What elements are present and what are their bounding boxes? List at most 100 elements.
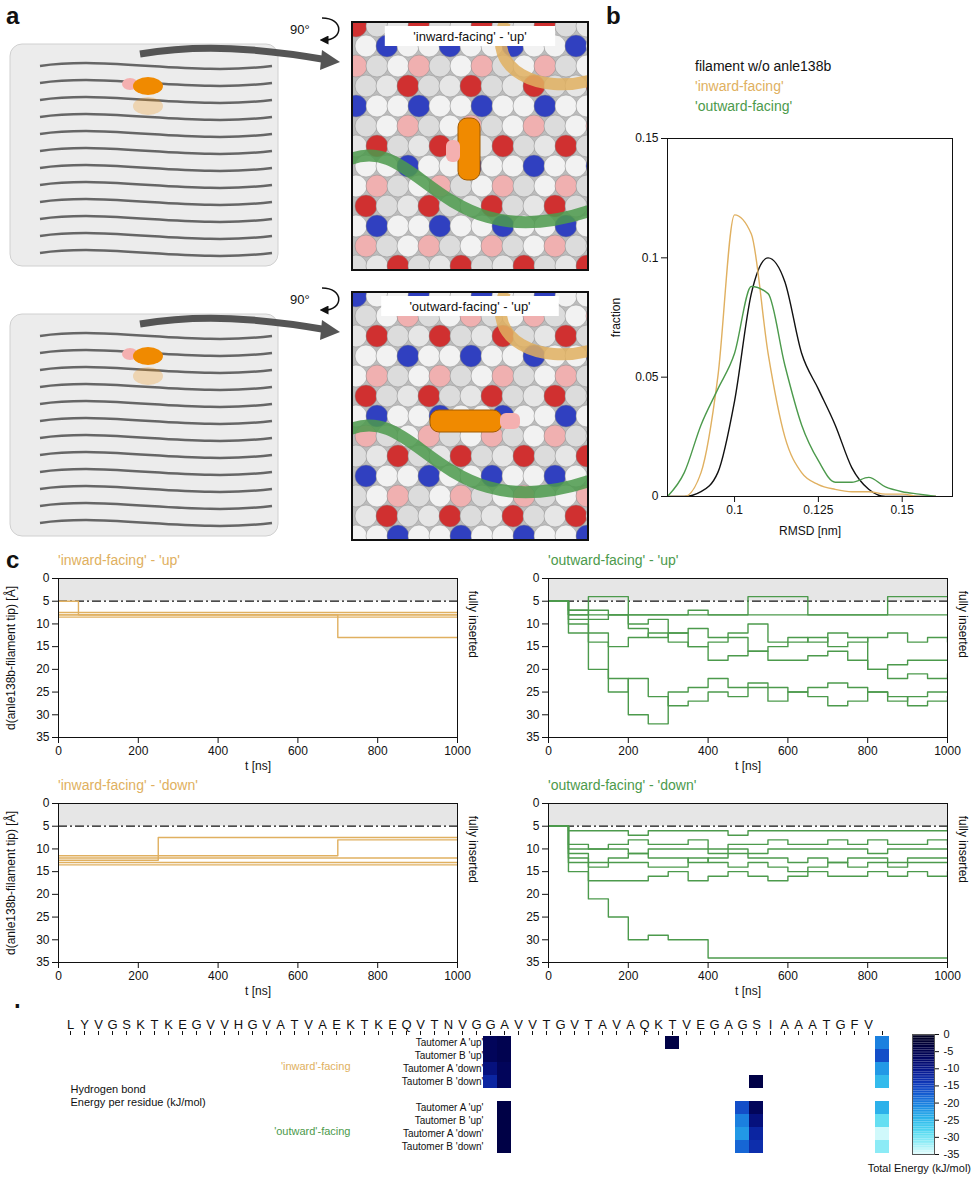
svg-text:'inward-facing' - 'up': 'inward-facing' - 'up'	[413, 29, 526, 44]
svg-text:V: V	[864, 1017, 873, 1032]
svg-text:K: K	[164, 1017, 173, 1032]
svg-text:Tautomer B 'up': Tautomer B 'up'	[415, 1050, 484, 1061]
svg-text:d(anle138b-filament tip) [Å]: d(anle138b-filament tip) [Å]	[3, 586, 18, 730]
svg-text:0: 0	[944, 1028, 950, 1040]
svg-text:15: 15	[526, 864, 540, 878]
svg-text:G: G	[471, 1017, 481, 1032]
svg-text:K: K	[136, 1017, 145, 1032]
svg-text:5: 5	[43, 594, 50, 608]
svg-text:Q: Q	[639, 1017, 649, 1032]
svg-text:G: G	[247, 1017, 257, 1032]
svg-text:1000: 1000	[934, 969, 961, 983]
svg-text:I: I	[769, 1017, 773, 1032]
svg-text:K: K	[374, 1017, 383, 1032]
svg-text:Hydrogen bondEnergy per residu: Hydrogen bondEnergy per residue (kJ/mol)	[71, 1083, 206, 1108]
svg-text:-20: -20	[944, 1097, 960, 1109]
svg-text:5: 5	[533, 819, 540, 833]
svg-text:0: 0	[652, 489, 659, 503]
svg-text:600: 600	[778, 744, 798, 758]
svg-text:800: 800	[858, 744, 878, 758]
svg-text:V: V	[304, 1017, 313, 1032]
svg-text:0: 0	[55, 744, 62, 758]
svg-text:25: 25	[526, 685, 540, 699]
svg-text:15: 15	[36, 639, 50, 653]
svg-text:T: T	[585, 1017, 593, 1032]
svg-text:35: 35	[36, 730, 50, 744]
svg-text:T: T	[361, 1017, 369, 1032]
svg-text:fully inserted: fully inserted	[956, 591, 970, 658]
svg-text:T: T	[291, 1017, 299, 1032]
svg-text:0: 0	[533, 796, 540, 810]
svg-text:400: 400	[698, 744, 718, 758]
svg-text:0.125: 0.125	[803, 503, 833, 517]
svg-text:35: 35	[526, 955, 540, 969]
svg-text:25: 25	[36, 910, 50, 924]
svg-text:G: G	[555, 1017, 565, 1032]
svg-text:30: 30	[526, 933, 540, 947]
svg-text:Tautomer B 'down': Tautomer B 'down'	[402, 1141, 484, 1152]
svg-text:G: G	[107, 1017, 117, 1032]
svg-text:10: 10	[526, 617, 540, 631]
svg-text:-15: -15	[944, 1079, 960, 1091]
svg-text:-10: -10	[944, 1062, 960, 1074]
svg-text:Tautomer A 'up': Tautomer A 'up'	[416, 1037, 484, 1048]
svg-text:0: 0	[43, 796, 50, 810]
svg-text:Tautomer A 'down': Tautomer A 'down'	[403, 1128, 484, 1139]
svg-text:600: 600	[288, 969, 308, 983]
svg-text:'inward'-facing: 'inward'-facing	[281, 1060, 351, 1072]
svg-text:V: V	[570, 1017, 579, 1032]
svg-text:A: A	[724, 1017, 733, 1032]
svg-text:Y: Y	[80, 1017, 89, 1032]
svg-text:V: V	[416, 1017, 425, 1032]
svg-text:1000: 1000	[934, 744, 961, 758]
svg-text:fraction: fraction	[609, 298, 623, 337]
svg-text:90°: 90°	[290, 22, 310, 37]
svg-text:A: A	[598, 1017, 607, 1032]
svg-text:0: 0	[545, 744, 552, 758]
svg-text:V: V	[220, 1017, 229, 1032]
svg-text:90°: 90°	[290, 292, 310, 307]
svg-text:200: 200	[618, 744, 638, 758]
svg-text:1000: 1000	[444, 969, 471, 983]
svg-text:F: F	[851, 1017, 859, 1032]
svg-text:d(anle138b-filament tip) [Å]: d(anle138b-filament tip) [Å]	[3, 811, 18, 955]
svg-text:H: H	[234, 1017, 243, 1032]
svg-text:Tautomer B 'down': Tautomer B 'down'	[402, 1076, 484, 1087]
svg-text:V: V	[262, 1017, 271, 1032]
svg-text:800: 800	[858, 969, 878, 983]
svg-text:600: 600	[778, 969, 798, 983]
svg-text:G: G	[835, 1017, 845, 1032]
svg-text:V: V	[458, 1017, 467, 1032]
svg-text:-25: -25	[944, 1114, 960, 1126]
svg-text:A: A	[626, 1017, 635, 1032]
svg-text:G: G	[191, 1017, 201, 1032]
svg-text:0: 0	[43, 571, 50, 585]
svg-text:L: L	[67, 1017, 74, 1032]
svg-text:A: A	[276, 1017, 285, 1032]
svg-text:A: A	[500, 1017, 509, 1032]
svg-text:fully inserted: fully inserted	[466, 591, 480, 658]
svg-text:0.15: 0.15	[891, 503, 915, 517]
svg-text:'outward'-facing: 'outward'-facing	[274, 1125, 350, 1137]
svg-text:0.1: 0.1	[726, 503, 743, 517]
svg-text:400: 400	[208, 744, 228, 758]
svg-text:T: T	[823, 1017, 831, 1032]
svg-text:0: 0	[55, 969, 62, 983]
svg-text:V: V	[528, 1017, 537, 1032]
svg-text:600: 600	[288, 744, 308, 758]
svg-text:N: N	[444, 1017, 453, 1032]
svg-text:K: K	[346, 1017, 355, 1032]
svg-text:0.15: 0.15	[635, 131, 659, 145]
svg-text:E: E	[388, 1017, 397, 1032]
svg-text:E: E	[332, 1017, 341, 1032]
svg-text:Tautomer B 'up': Tautomer B 'up'	[415, 1115, 484, 1126]
svg-text:-35: -35	[944, 1148, 960, 1160]
svg-text:fully inserted: fully inserted	[466, 816, 480, 883]
svg-text:25: 25	[526, 910, 540, 924]
svg-text:30: 30	[36, 933, 50, 947]
svg-text:0: 0	[545, 969, 552, 983]
svg-text:Tautomer A 'up': Tautomer A 'up'	[416, 1102, 484, 1113]
svg-text:35: 35	[526, 730, 540, 744]
svg-text:t [ns]: t [ns]	[245, 759, 271, 773]
svg-text:-30: -30	[944, 1131, 960, 1143]
